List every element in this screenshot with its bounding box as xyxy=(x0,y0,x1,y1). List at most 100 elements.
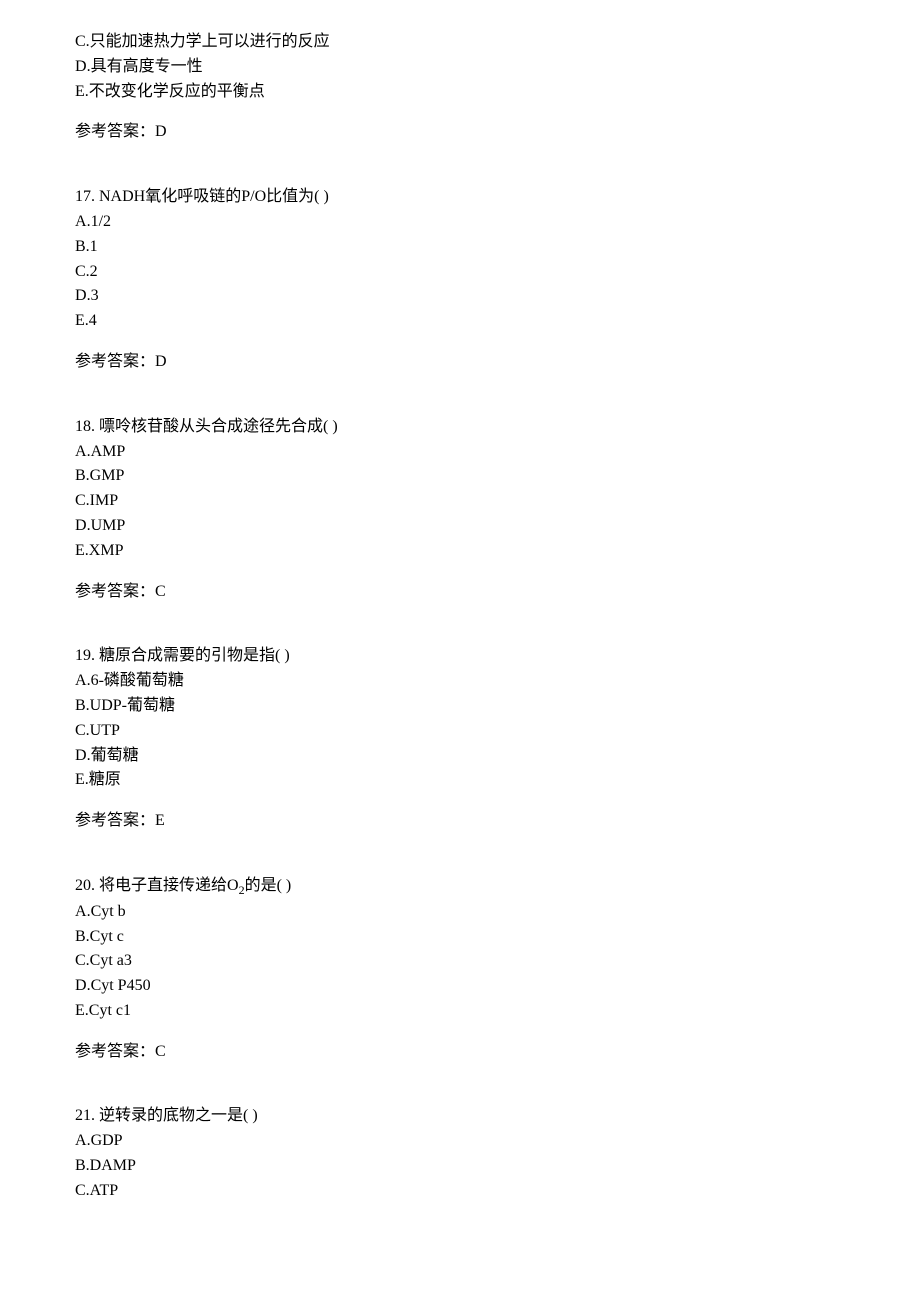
option-label: C xyxy=(75,1182,86,1199)
option: B.1 xyxy=(75,235,845,260)
option-label: A xyxy=(75,903,87,920)
option: E.XMP xyxy=(75,539,845,564)
option-label: D xyxy=(75,977,87,994)
option-text: Cyt b xyxy=(91,903,126,920)
question-stem-text: 糖原合成需要的引物是指( ) xyxy=(99,647,290,664)
option-text: AMP xyxy=(91,443,126,460)
option-label: C xyxy=(75,33,86,50)
option: D.3 xyxy=(75,284,845,309)
option-label: B xyxy=(75,1157,86,1174)
option: D.Cyt P450 xyxy=(75,974,845,999)
answer-value: D xyxy=(155,123,167,140)
option: A.GDP xyxy=(75,1129,845,1154)
option-text: GDP xyxy=(91,1132,123,1149)
answer-value: E xyxy=(155,812,165,829)
question-block: 18. 嘌呤核苷酸从头合成途径先合成( )A.AMPB.GMPC.IMPD.UM… xyxy=(75,415,845,605)
answer-line: 参考答案：C xyxy=(75,1040,845,1065)
answer-line: 参考答案：C xyxy=(75,580,845,605)
option-label: A xyxy=(75,213,87,230)
answer-value: C xyxy=(155,583,166,600)
option-text: 3 xyxy=(91,287,99,304)
option-label: D xyxy=(75,517,87,534)
option: D.葡萄糖 xyxy=(75,744,845,769)
option: C.2 xyxy=(75,260,845,285)
option: D.UMP xyxy=(75,514,845,539)
option-label: C xyxy=(75,722,86,739)
answer-label: 参考答案： xyxy=(75,583,155,600)
option: B.DAMP xyxy=(75,1154,845,1179)
option-text: 1/2 xyxy=(91,213,111,230)
option-text: ATP xyxy=(90,1182,118,1199)
option-text: 4 xyxy=(89,312,97,329)
option: A.AMP xyxy=(75,440,845,465)
answer-label: 参考答案： xyxy=(75,812,155,829)
question-block: 20. 将电子直接传递给O2的是( )A.Cyt bB.Cyt cC.Cyt a… xyxy=(75,874,845,1065)
question-block: 21. 逆转录的底物之一是( )A.GDPB.DAMPC.ATP xyxy=(75,1104,845,1203)
option-text: 6-磷酸葡萄糖 xyxy=(91,672,184,689)
option-text: Cyt c xyxy=(90,928,124,945)
option: A.Cyt b xyxy=(75,900,845,925)
option: A.6-磷酸葡萄糖 xyxy=(75,669,845,694)
option-text: 2 xyxy=(90,263,98,280)
question-stem-text: 嘌呤核苷酸从头合成途径先合成( ) xyxy=(99,418,338,435)
option-text: UMP xyxy=(91,517,126,534)
option: E.不改变化学反应的平衡点 xyxy=(75,80,845,105)
question-stem: 21. 逆转录的底物之一是( ) xyxy=(75,1104,845,1129)
option-text: UTP xyxy=(90,722,120,739)
question-stem: 18. 嘌呤核苷酸从头合成途径先合成( ) xyxy=(75,415,845,440)
answer-line: 参考答案：D xyxy=(75,120,845,145)
option: B.Cyt c xyxy=(75,925,845,950)
option: A.1/2 xyxy=(75,210,845,235)
question-stem: 17. NADH氧化呼吸链的P/O比值为( ) xyxy=(75,185,845,210)
question-stem: 20. 将电子直接传递给O2的是( ) xyxy=(75,874,845,900)
option: E.糖原 xyxy=(75,768,845,793)
question-number: 21. xyxy=(75,1107,95,1124)
question-number: 19. xyxy=(75,647,95,664)
option-text: XMP xyxy=(89,542,124,559)
option-label: E xyxy=(75,1002,85,1019)
option-label: B xyxy=(75,697,86,714)
option-label: C xyxy=(75,263,86,280)
option-label: E xyxy=(75,771,85,788)
option-label: B xyxy=(75,238,86,255)
option-label: C xyxy=(75,952,86,969)
answer-line: 参考答案：E xyxy=(75,809,845,834)
option: C.UTP xyxy=(75,719,845,744)
option: C.IMP xyxy=(75,489,845,514)
answer-line: 参考答案：D xyxy=(75,350,845,375)
option: B.UDP-葡萄糖 xyxy=(75,694,845,719)
option-text: UDP-葡萄糖 xyxy=(90,697,175,714)
option: B.GMP xyxy=(75,464,845,489)
option: E.4 xyxy=(75,309,845,334)
option-text: Cyt a3 xyxy=(90,952,132,969)
question-stem-text: 将电子直接传递给O2的是( ) xyxy=(99,877,291,894)
option-text: 1 xyxy=(90,238,98,255)
question-block: 17. NADH氧化呼吸链的P/O比值为( )A.1/2B.1C.2D.3E.4… xyxy=(75,185,845,375)
option-label: E xyxy=(75,542,85,559)
option-text: 不改变化学反应的平衡点 xyxy=(89,83,265,100)
option-label: B xyxy=(75,928,86,945)
option-label: A xyxy=(75,672,87,689)
answer-label: 参考答案： xyxy=(75,1043,155,1060)
option-text: DAMP xyxy=(90,1157,136,1174)
question-number: 17. xyxy=(75,188,95,205)
option-text: GMP xyxy=(90,467,125,484)
answer-label: 参考答案： xyxy=(75,353,155,370)
option-label: E xyxy=(75,83,85,100)
option-text: 具有高度专一性 xyxy=(91,58,203,75)
question-stem: 19. 糖原合成需要的引物是指( ) xyxy=(75,644,845,669)
option: C.ATP xyxy=(75,1179,845,1204)
option-label: D xyxy=(75,58,87,75)
option-label: D xyxy=(75,287,87,304)
question-block: C.只能加速热力学上可以进行的反应D.具有高度专一性E.不改变化学反应的平衡点参… xyxy=(75,30,845,145)
option: C.Cyt a3 xyxy=(75,949,845,974)
option-text: 只能加速热力学上可以进行的反应 xyxy=(90,33,330,50)
option-label: A xyxy=(75,1132,87,1149)
answer-value: D xyxy=(155,353,167,370)
option-label: C xyxy=(75,492,86,509)
question-stem-text: NADH氧化呼吸链的P/O比值为( ) xyxy=(99,188,329,205)
option-label: E xyxy=(75,312,85,329)
option: D.具有高度专一性 xyxy=(75,55,845,80)
option-text: 糖原 xyxy=(89,771,121,788)
option: C.只能加速热力学上可以进行的反应 xyxy=(75,30,845,55)
